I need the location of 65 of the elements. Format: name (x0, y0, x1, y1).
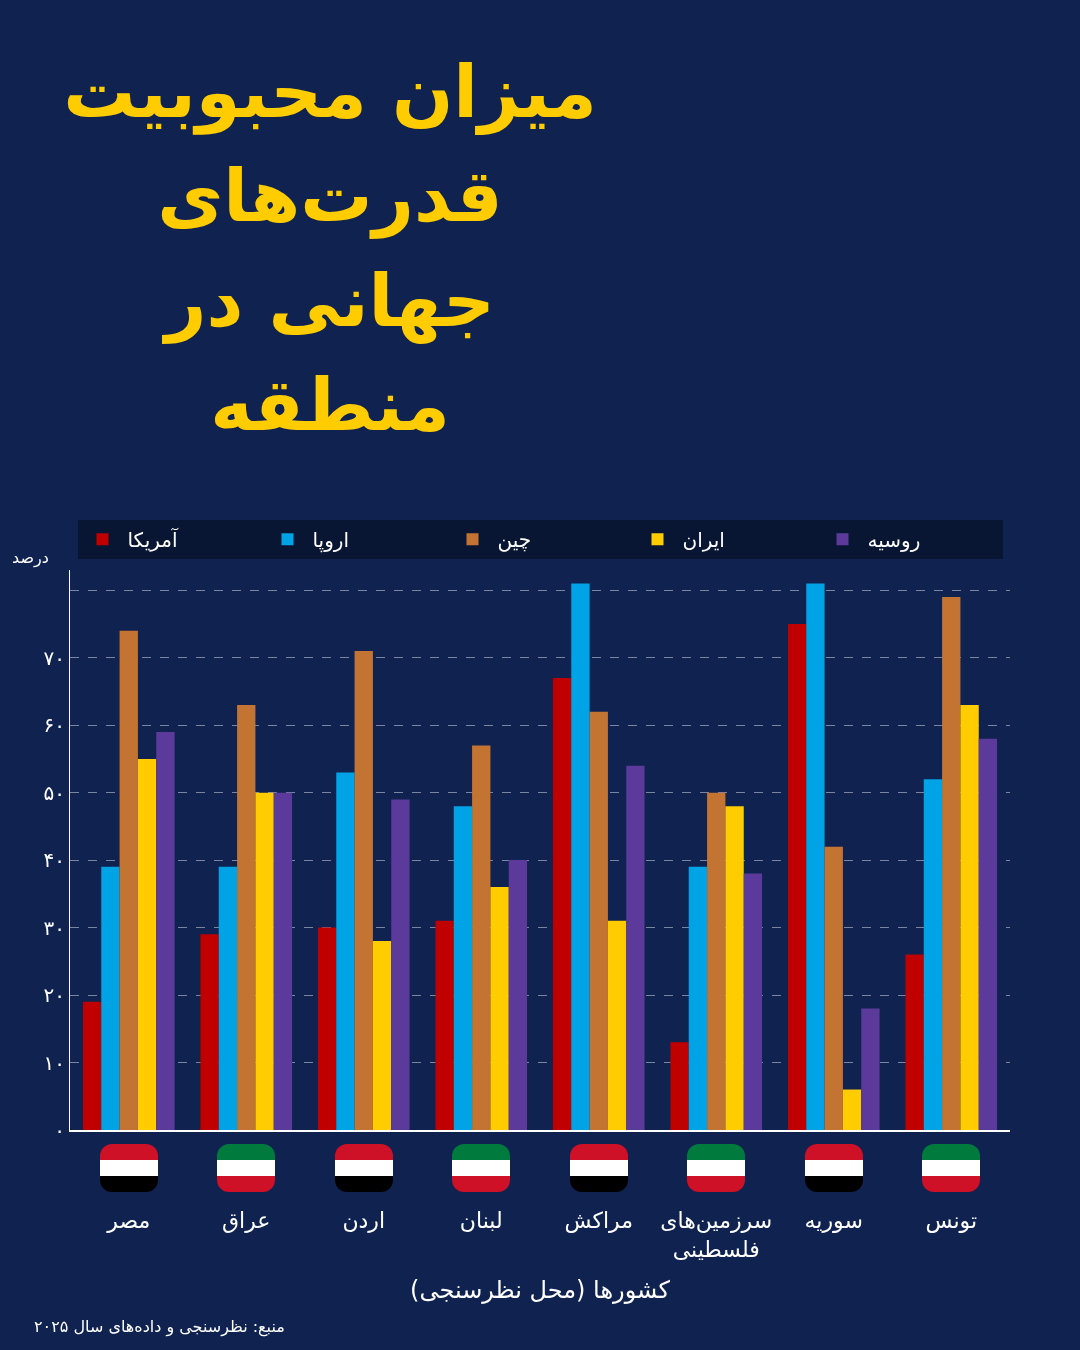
bar (607, 920, 627, 1130)
chart-title: میزان محبوبیت قدرت‌های جهانی در منطقه (62, 49, 598, 450)
bar (200, 934, 219, 1130)
bar (626, 765, 645, 1130)
bar (589, 711, 608, 1130)
bar (137, 758, 157, 1130)
bar (453, 806, 473, 1130)
bar (435, 920, 454, 1130)
bar (905, 954, 924, 1130)
y-tick-label: ۴۰ (43, 848, 65, 873)
bar (571, 583, 590, 1130)
legend-label: روسیه (867, 528, 921, 553)
bar (923, 779, 943, 1130)
legend-label: چین (497, 528, 532, 553)
y-axis-title: درصد (12, 548, 49, 568)
bar (552, 677, 572, 1130)
bar (156, 731, 175, 1130)
bar (688, 866, 708, 1130)
bar (806, 583, 825, 1130)
x-tick-label: مصر (106, 1208, 151, 1234)
bar (824, 846, 843, 1130)
x-tick-label: سوریه (804, 1208, 863, 1234)
bar (82, 1001, 102, 1130)
y-tick-label: ۲۰ (43, 983, 65, 1008)
bar (119, 630, 138, 1130)
bar (490, 887, 509, 1130)
bar (707, 792, 726, 1130)
x-tick-label: لبنان (459, 1208, 503, 1234)
y-tick-label: ۶۰ (43, 713, 65, 738)
x-tick-label: تونس (925, 1208, 978, 1235)
bar (942, 596, 961, 1130)
bar (317, 927, 337, 1130)
y-tick-label: ۱۰ (43, 1050, 65, 1075)
bar (336, 772, 355, 1130)
bar (861, 1008, 880, 1130)
bar (842, 1089, 862, 1130)
x-tick-label: عراق (222, 1208, 271, 1234)
bar (787, 623, 807, 1130)
x-axis-title: کشورها (محل نظرسنجی) (410, 1275, 671, 1304)
y-tick-label: ۰ (54, 1118, 65, 1142)
y-tick-label: ۷۰ (43, 645, 65, 670)
bar (255, 792, 274, 1130)
bar (391, 799, 410, 1130)
bar (237, 704, 256, 1130)
legend-label: ایران (682, 528, 725, 553)
legend-label: اروپا (312, 528, 350, 554)
x-tick-label: اردن (342, 1208, 386, 1234)
bar (218, 866, 238, 1130)
bar (508, 860, 528, 1130)
bar (960, 704, 979, 1130)
text: منبع: نظرسنجی و داده‌های سال ۲۰۲۵ (34, 1317, 285, 1337)
bar (372, 941, 392, 1130)
bar (472, 745, 491, 1130)
x-tick-label: سرزمین‌های فلسطینی (660, 1208, 773, 1262)
bar (725, 806, 744, 1130)
bar (670, 1042, 689, 1130)
legend-label: آمریکا (127, 527, 179, 553)
y-tick-label: ۳۰ (43, 915, 65, 940)
bar (273, 792, 293, 1130)
bar (978, 738, 998, 1130)
bar (354, 650, 373, 1130)
y-tick-label: ۵۰ (43, 780, 65, 805)
x-tick-label: مراکش (564, 1208, 634, 1235)
bar (743, 873, 763, 1130)
bar (101, 866, 120, 1130)
